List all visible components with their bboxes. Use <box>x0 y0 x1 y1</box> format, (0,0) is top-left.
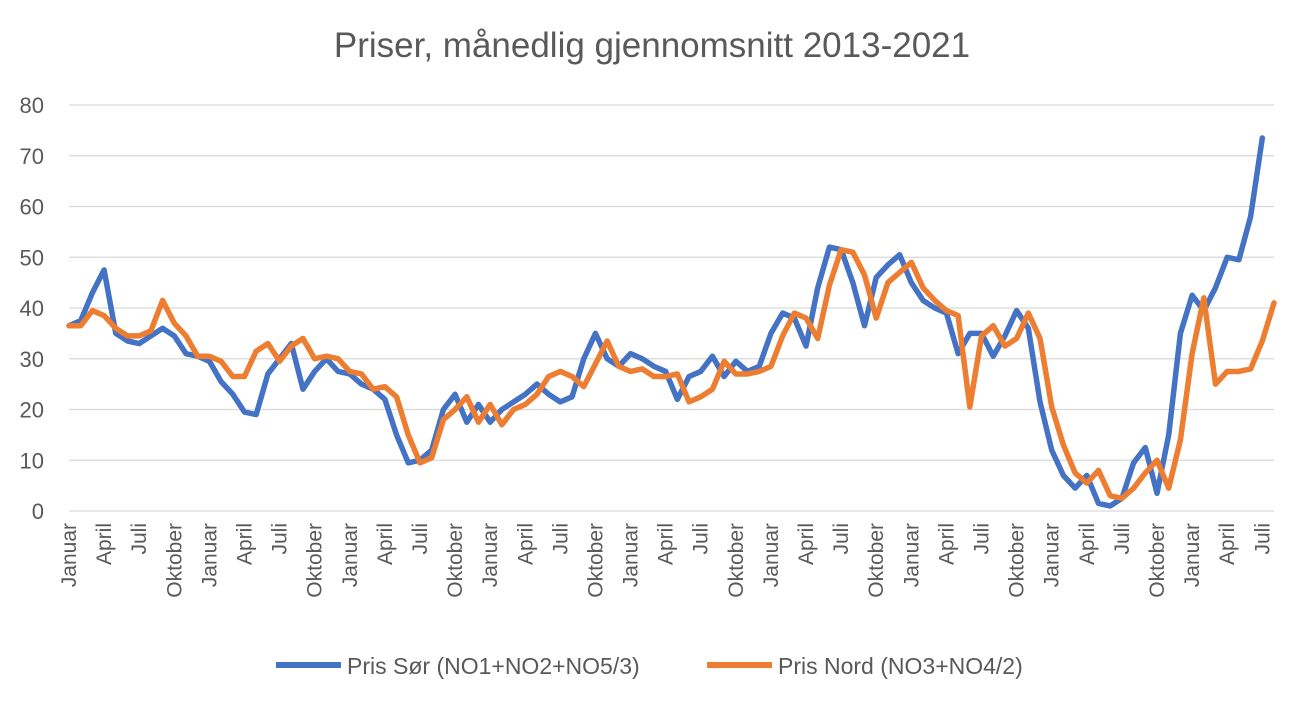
gridlines <box>69 104 1274 512</box>
x-tick-label: Juli <box>1111 523 1134 555</box>
x-tick-label: Januar <box>198 523 221 587</box>
x-tick-label: Oktober <box>584 523 607 598</box>
x-tick-label: Oktober <box>163 523 186 598</box>
series-lines <box>66 135 1277 509</box>
legend-label-pris-sor: Pris Sør (NO1+NO2+NO5/3) <box>347 653 640 679</box>
x-tick-label: Juli <box>128 523 151 555</box>
x-tick-label: April <box>1076 523 1099 565</box>
x-tick-label: Oktober <box>725 523 748 598</box>
x-tick-label: Juli <box>549 523 572 555</box>
legend: Pris Sør (NO1+NO2+NO5/3) Pris Nord (NO3+… <box>276 653 1023 679</box>
x-tick-label: Juli <box>409 523 432 555</box>
x-tick-label: Januar <box>1041 523 1064 587</box>
y-tick-label: 50 <box>20 245 44 270</box>
x-tick-label: Januar <box>58 523 81 587</box>
x-tick-label: Oktober <box>444 523 467 598</box>
x-tick-label: Oktober <box>304 523 327 598</box>
x-tick-label: Januar <box>1181 523 1204 587</box>
x-tick-label: Juli <box>830 523 853 555</box>
legend-label-pris-nord: Pris Nord (NO3+NO4/2) <box>778 653 1023 679</box>
x-tick-label: Oktober <box>1146 523 1169 598</box>
series-line-pris-nord <box>66 246 1277 502</box>
x-tick-label: April <box>655 523 678 565</box>
y-tick-label: 80 <box>20 93 44 118</box>
x-tick-label: Juli <box>690 523 713 555</box>
x-tick-label: April <box>93 523 116 565</box>
x-axis-tick-labels: Januar April Juli Oktober Januar April Juli Okt… <box>58 523 1274 598</box>
x-tick-label: Januar <box>339 523 362 587</box>
x-tick-label: Januar <box>620 523 643 587</box>
y-tick-label: 10 <box>20 448 44 473</box>
y-axis-tick-labels: 0 10 20 30 40 50 60 70 80 <box>20 93 44 524</box>
x-tick-label: April <box>374 523 397 565</box>
x-tick-label: Juli <box>971 523 994 555</box>
series-line-pris-sor <box>66 135 1266 509</box>
x-tick-label: Januar <box>900 523 923 587</box>
y-tick-label: 70 <box>20 144 44 169</box>
x-tick-label: Juli <box>1251 523 1274 555</box>
x-tick-label: April <box>1216 523 1239 565</box>
x-tick-label: April <box>935 523 958 565</box>
x-tick-label: Januar <box>760 523 783 587</box>
y-tick-label: 0 <box>32 499 44 524</box>
y-tick-label: 60 <box>20 195 44 220</box>
x-tick-label: Oktober <box>865 523 888 598</box>
chart-title: Priser, månedlig gjennomsnitt 2013-2021 <box>334 26 970 65</box>
x-tick-label: April <box>514 523 537 565</box>
y-tick-label: 30 <box>20 347 44 372</box>
y-tick-label: 20 <box>20 398 44 423</box>
x-tick-label: Januar <box>479 523 502 587</box>
x-tick-label: April <box>795 523 818 565</box>
x-tick-label: April <box>233 523 256 565</box>
x-tick-label: Juli <box>269 523 292 555</box>
x-tick-label: Oktober <box>1006 523 1029 598</box>
y-tick-label: 40 <box>20 296 44 321</box>
